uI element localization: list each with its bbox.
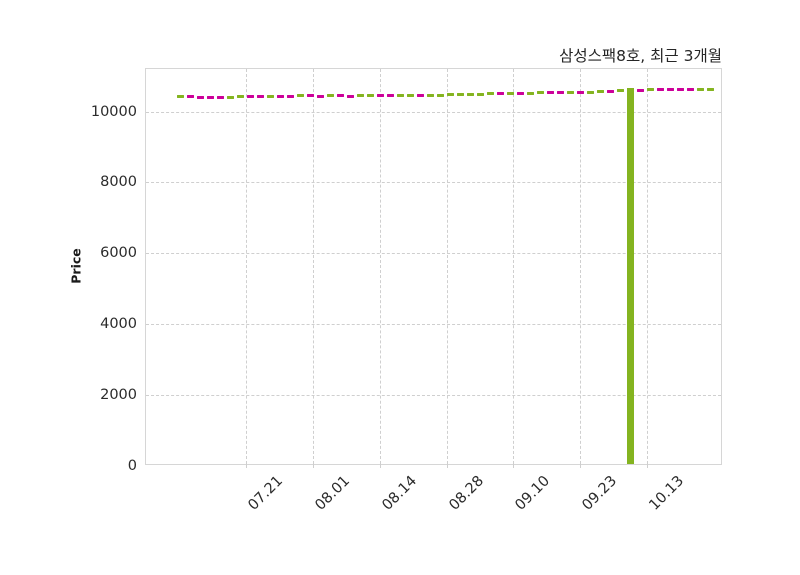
x-tick-mark: [580, 464, 581, 468]
x-tick-mark: [380, 464, 381, 468]
price-segment: [467, 93, 474, 97]
price-segment: [367, 94, 374, 98]
y-tick-label: 2000: [100, 387, 137, 404]
gridline-vertical: [647, 69, 648, 464]
price-segment: [327, 94, 334, 98]
volume-bar: [626, 88, 634, 464]
price-segment: [427, 93, 434, 97]
price-segment: [497, 91, 504, 95]
x-tick-label: 09.23: [559, 470, 620, 514]
x-tick-label: 08.01: [292, 470, 353, 514]
price-segment: [667, 88, 674, 92]
x-tick-label-text: 08.14: [379, 473, 421, 514]
x-tick-label-text: 09.10: [512, 473, 554, 514]
gridline-horizontal: [146, 395, 721, 397]
price-segment: [657, 88, 664, 92]
y-tick-label: 8000: [100, 174, 137, 191]
price-segment: [577, 90, 584, 94]
gridline-horizontal: [146, 324, 721, 326]
x-tick-label-text: 08.28: [446, 473, 488, 514]
gridline-horizontal: [146, 111, 721, 113]
price-segment: [587, 90, 594, 94]
price-segment: [607, 89, 614, 93]
price-segment: [187, 95, 194, 99]
price-segment: [237, 95, 244, 99]
gridline-vertical: [580, 69, 581, 464]
price-segment: [697, 87, 704, 91]
price-segment: [537, 91, 544, 95]
price-segment: [597, 90, 604, 94]
x-tick-label: 08.14: [359, 470, 420, 514]
y-tick-label: 6000: [100, 245, 137, 262]
price-segment: [317, 94, 324, 98]
x-tick-label-text: 07.21: [245, 473, 287, 514]
price-segment: [257, 95, 264, 99]
x-tick-label-text: 08.01: [312, 473, 354, 514]
price-segment: [227, 95, 234, 99]
price-segment: [177, 94, 184, 98]
chart-title: 삼성스팩8호, 최근 3개월: [559, 47, 722, 65]
gridline-vertical: [513, 69, 514, 464]
price-segment: [347, 94, 354, 98]
price-segment: [487, 92, 494, 96]
price-segment: [547, 91, 554, 95]
price-segment: [637, 88, 644, 92]
plot-area: 0 2000 4000 6000 8000 10000 07.21 08.01 08.14 08…: [91, 68, 722, 514]
price-segment: [457, 93, 464, 97]
gridline-horizontal: [146, 253, 721, 255]
y-axis-label: Price: [68, 248, 84, 284]
price-segment: [217, 95, 224, 99]
price-segment: [617, 89, 624, 93]
x-tick-label: 07.21: [225, 470, 286, 514]
price-segment: [397, 94, 404, 98]
x-tick-label: 08.28: [426, 470, 487, 514]
price-segment: [477, 92, 484, 96]
x-tick-label: 10.13: [626, 470, 687, 514]
price-segment: [567, 90, 574, 94]
price-segment: [437, 93, 444, 97]
gridline-vertical: [380, 69, 381, 464]
price-segment: [507, 91, 514, 95]
x-tick-mark: [513, 464, 514, 468]
gridline-vertical: [246, 69, 247, 464]
gridline-vertical: [447, 69, 448, 464]
x-tick-label-text: 10.13: [646, 473, 688, 514]
price-segment: [267, 94, 274, 98]
x-tick-label-text: 09.23: [579, 473, 621, 514]
y-tick-label: 4000: [100, 316, 137, 333]
x-tick-label: 09.10: [492, 470, 553, 514]
x-tick-mark: [647, 464, 648, 468]
price-segment: [417, 93, 424, 97]
x-tick-mark: [447, 464, 448, 468]
price-segment: [627, 89, 634, 93]
gridline-vertical: [313, 69, 314, 464]
price-segment: [197, 95, 204, 99]
price-segment: [387, 94, 394, 98]
price-segment: [517, 91, 524, 95]
price-segment: [647, 88, 654, 92]
price-segment: [677, 87, 684, 91]
y-tick-label: 0: [127, 458, 137, 474]
price-segment: [557, 90, 564, 94]
price-segment: [277, 94, 284, 98]
price-segment: [247, 95, 254, 99]
gridline-horizontal: [146, 182, 721, 184]
price-segment: [687, 87, 694, 91]
price-segment: [287, 94, 294, 98]
price-segment: [297, 94, 304, 98]
price-segment: [337, 94, 344, 98]
x-tick-mark: [313, 464, 314, 468]
plot-content: [146, 69, 721, 464]
price-segment: [357, 94, 364, 98]
price-segment: [207, 96, 214, 100]
price-segment: [707, 87, 714, 91]
price-segment: [377, 94, 384, 98]
y-tick-label: 10000: [90, 103, 137, 120]
price-segment: [407, 94, 414, 98]
price-segment: [527, 91, 534, 95]
price-segment: [307, 94, 314, 98]
x-tick-mark: [246, 464, 247, 468]
price-segment: [447, 93, 454, 97]
